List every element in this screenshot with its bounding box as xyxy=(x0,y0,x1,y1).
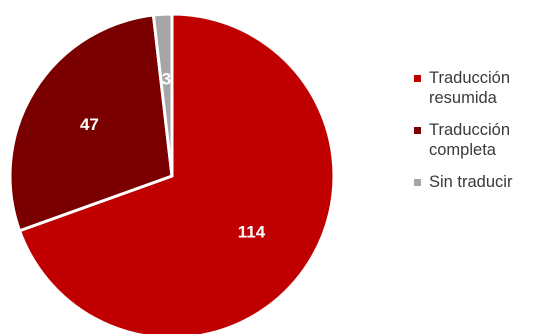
legend-label-traduccion-resumida: Traducción resumida xyxy=(429,69,511,107)
legend-item-traduccion-resumida: Traducción resumida xyxy=(414,68,550,108)
pie-slice-traduccion-completa xyxy=(8,13,174,233)
legend-item-traduccion-completa: Traducción completa xyxy=(414,120,550,160)
pie-slice-labels: 114 47 3 xyxy=(80,70,266,242)
pie-slice-sin-traducir xyxy=(151,12,174,178)
legend-swatch-traduccion-resumida xyxy=(414,75,421,82)
pie-slice-traduccion-resumida xyxy=(18,12,336,334)
legend-label-sin-traducir: Sin traducir xyxy=(429,173,513,191)
legend-label-traduccion-completa: Traducción completa xyxy=(429,121,511,159)
data-label-traduccion-completa: 47 xyxy=(80,115,99,134)
data-label-traduccion-resumida: 114 xyxy=(238,222,266,241)
legend: Traducción resumida Traducción completa … xyxy=(414,68,550,204)
data-label-sin-traducir: 3 xyxy=(162,70,171,89)
legend-item-sin-traducir: Sin traducir xyxy=(414,172,550,192)
pie-slices xyxy=(8,12,336,334)
legend-swatch-sin-traducir xyxy=(414,179,421,186)
legend-swatch-traduccion-completa xyxy=(414,127,421,134)
